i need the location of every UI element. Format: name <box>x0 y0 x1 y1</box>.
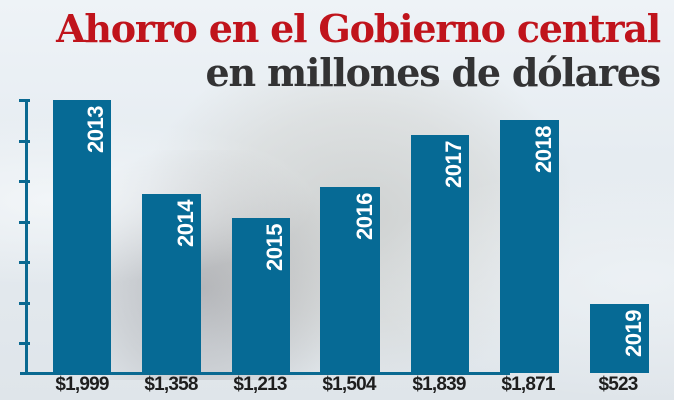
value-label-2013: $1,999 <box>55 374 109 395</box>
bar-2015: 2015 <box>232 218 290 373</box>
y-tick <box>19 221 30 224</box>
bar-year-label: 2013 <box>83 106 108 153</box>
value-label-2014: $1,358 <box>144 374 198 395</box>
value-label-2016: $1,504 <box>322 374 376 395</box>
y-tick <box>19 261 30 264</box>
bar-year-label: 2015 <box>262 224 287 271</box>
bar-2018: 2018 <box>500 120 559 373</box>
bar-year-label: 2019 <box>621 310 646 357</box>
bar-2017: 2017 <box>411 135 469 373</box>
chart-title: Ahorro en el Gobierno central <box>56 6 661 51</box>
bar-2013: 2013 <box>53 100 111 373</box>
chart-subtitle: en millones de dólares <box>205 50 662 95</box>
y-tick <box>19 180 30 183</box>
value-label-2019: $523 <box>598 374 638 395</box>
bar-year-label: 2017 <box>441 141 466 188</box>
bar-2014: 2014 <box>142 194 201 373</box>
bar-2016: 2016 <box>320 187 380 373</box>
bar-2019: 2019 <box>590 304 649 373</box>
y-tick <box>19 342 30 345</box>
value-label-2015: $1,213 <box>233 374 287 395</box>
y-tick <box>19 302 30 305</box>
x-axis <box>20 372 510 375</box>
y-axis <box>25 100 28 374</box>
y-tick <box>19 99 30 102</box>
bar-year-label: 2014 <box>173 200 198 247</box>
y-tick <box>19 140 30 143</box>
value-label-2018: $1,871 <box>501 374 555 395</box>
value-label-2017: $1,839 <box>412 374 466 395</box>
bar-year-label: 2018 <box>531 126 556 173</box>
bar-year-label: 2016 <box>352 193 377 240</box>
